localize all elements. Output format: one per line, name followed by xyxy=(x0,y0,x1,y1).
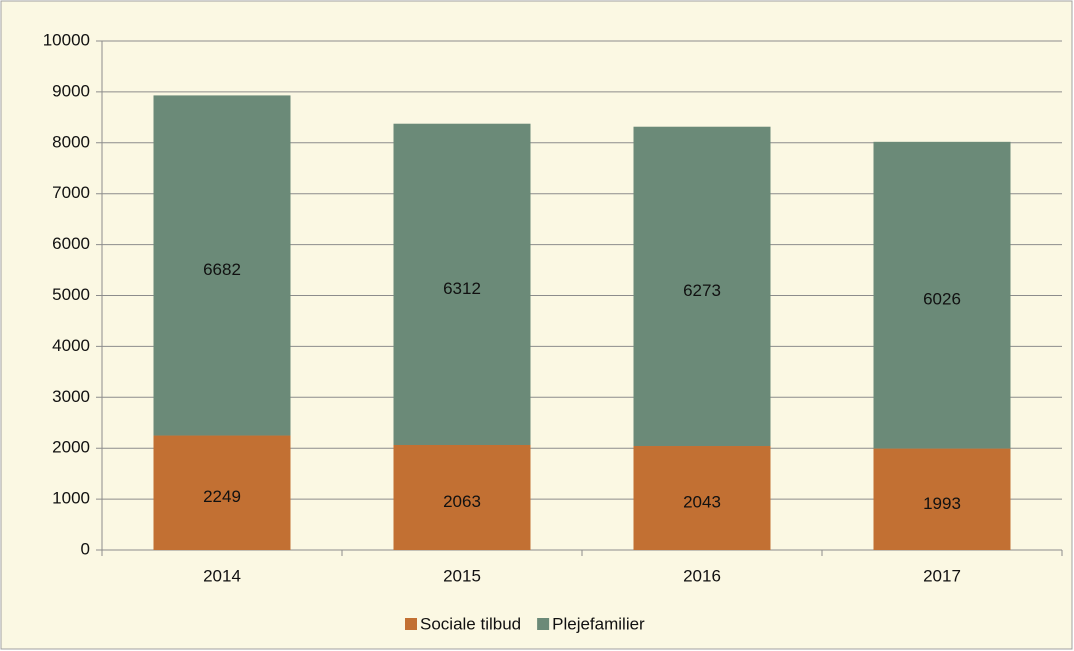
y-tick-label: 6000 xyxy=(52,234,90,253)
data-label: 6026 xyxy=(923,290,961,309)
y-tick-label: 8000 xyxy=(52,132,90,151)
y-tick-label: 2000 xyxy=(52,438,90,457)
x-tick-label: 2017 xyxy=(923,566,961,585)
y-tick-label: 4000 xyxy=(52,336,90,355)
data-label: 2043 xyxy=(683,492,721,511)
y-tick-label: 9000 xyxy=(52,81,90,100)
data-label: 6273 xyxy=(683,281,721,300)
bar-segment xyxy=(153,435,291,550)
bar-segment xyxy=(393,123,531,445)
data-label: 2063 xyxy=(443,492,481,511)
y-tick-label: 1000 xyxy=(52,489,90,508)
bar-segment xyxy=(633,446,771,550)
data-label: 1993 xyxy=(923,494,961,513)
x-tick-label: 2014 xyxy=(203,566,241,585)
y-tick-label: 7000 xyxy=(52,183,90,202)
y-tick-label: 10000 xyxy=(43,30,90,49)
bar-segment xyxy=(153,95,291,436)
data-label: 6682 xyxy=(203,260,241,279)
x-tick-label: 2016 xyxy=(683,566,721,585)
y-tick-label: 3000 xyxy=(52,387,90,406)
legend-label: Sociale tilbud xyxy=(420,614,521,633)
y-tick-label: 0 xyxy=(81,539,90,558)
bar-segment xyxy=(633,126,771,447)
bar-segment xyxy=(873,448,1011,550)
legend-swatch xyxy=(537,618,550,630)
legend-label: Plejefamilier xyxy=(552,614,645,633)
bar-segment xyxy=(873,141,1011,449)
legend-swatch xyxy=(405,618,417,630)
data-label: 6312 xyxy=(443,279,481,298)
bar-segment xyxy=(393,444,531,550)
data-label: 2249 xyxy=(203,487,241,506)
x-tick-label: 2015 xyxy=(443,566,481,585)
y-tick-label: 5000 xyxy=(52,285,90,304)
